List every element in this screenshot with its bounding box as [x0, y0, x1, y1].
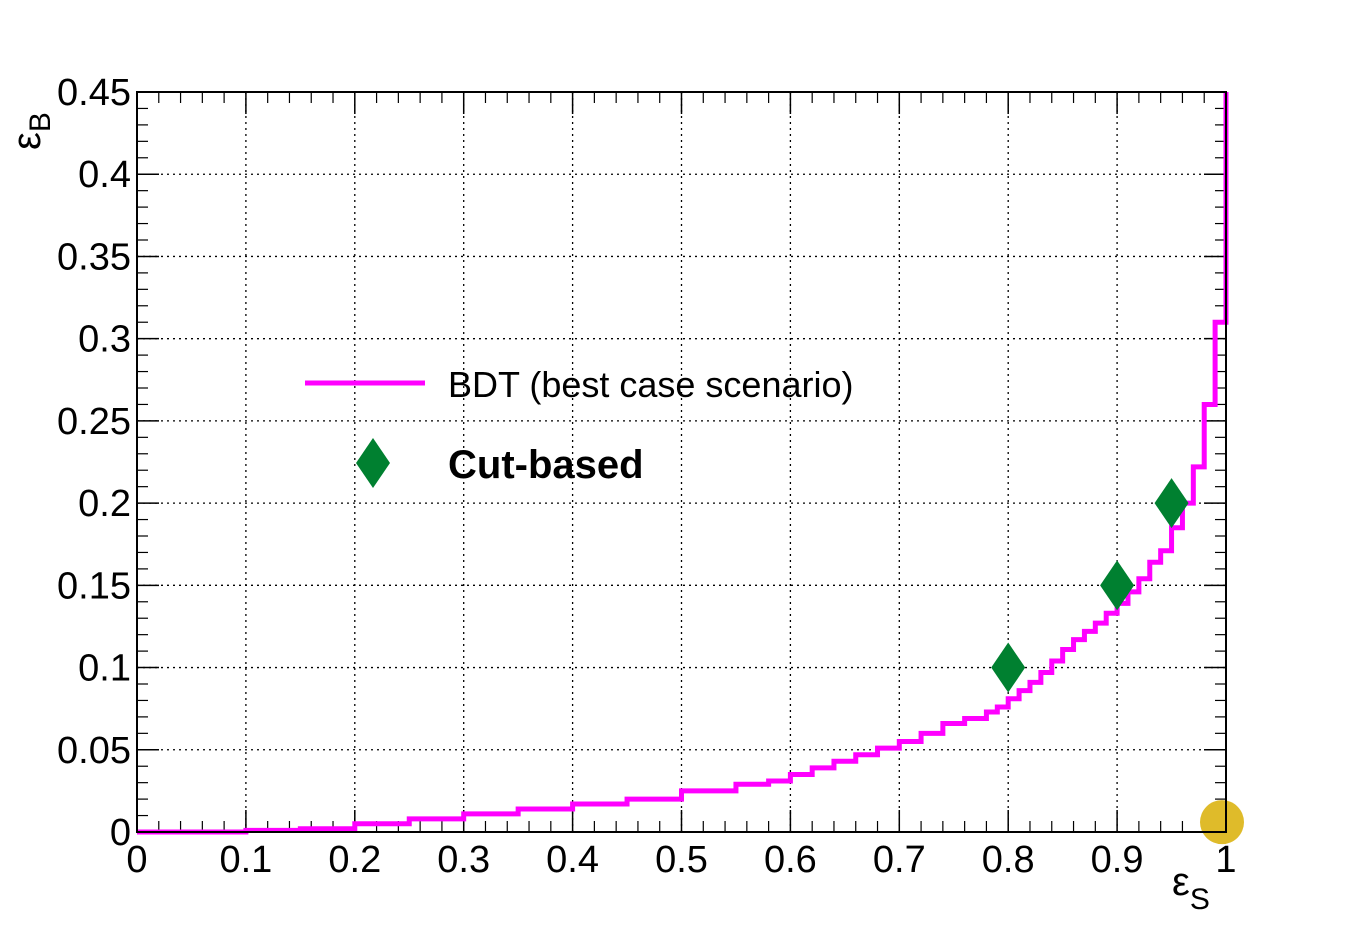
y-tick-label: 0.45	[57, 72, 131, 114]
ideal-point-marker	[1200, 800, 1244, 844]
legend-label-cut-based: Cut-based	[448, 443, 644, 487]
x-axis-subscript: S	[1190, 883, 1210, 916]
x-tick-label: 0.2	[328, 839, 381, 881]
y-tick-label: 0.15	[57, 565, 131, 607]
x-tick-label: 0.6	[764, 839, 817, 881]
x-tick-label: 1	[1215, 839, 1236, 881]
x-tick-label: 0.3	[437, 839, 490, 881]
x-tick-label: 0.1	[219, 839, 272, 881]
y-tick-label: 0	[110, 812, 131, 854]
x-tick-label: 0.5	[655, 839, 708, 881]
y-tick-label: 0.4	[78, 154, 131, 196]
y-tick-label: 0.25	[57, 401, 131, 443]
x-tick-label: 0.9	[1091, 839, 1144, 881]
y-tick-label: 0.1	[78, 648, 131, 690]
y-tick-label: 0.05	[57, 730, 131, 772]
y-axis-subscript: B	[24, 112, 57, 132]
y-tick-label: 0.35	[57, 236, 131, 278]
y-tick-label: 0.3	[78, 319, 131, 361]
x-axis-symbol: ε	[1172, 860, 1190, 904]
x-tick-label: 0.4	[546, 839, 599, 881]
legend-label-bdt: BDT (best case scenario)	[448, 364, 854, 405]
y-axis-symbol: ε	[5, 132, 49, 150]
x-tick-label: 0.8	[982, 839, 1035, 881]
x-tick-label: 0.7	[873, 839, 926, 881]
y-tick-label: 0.2	[78, 483, 131, 525]
